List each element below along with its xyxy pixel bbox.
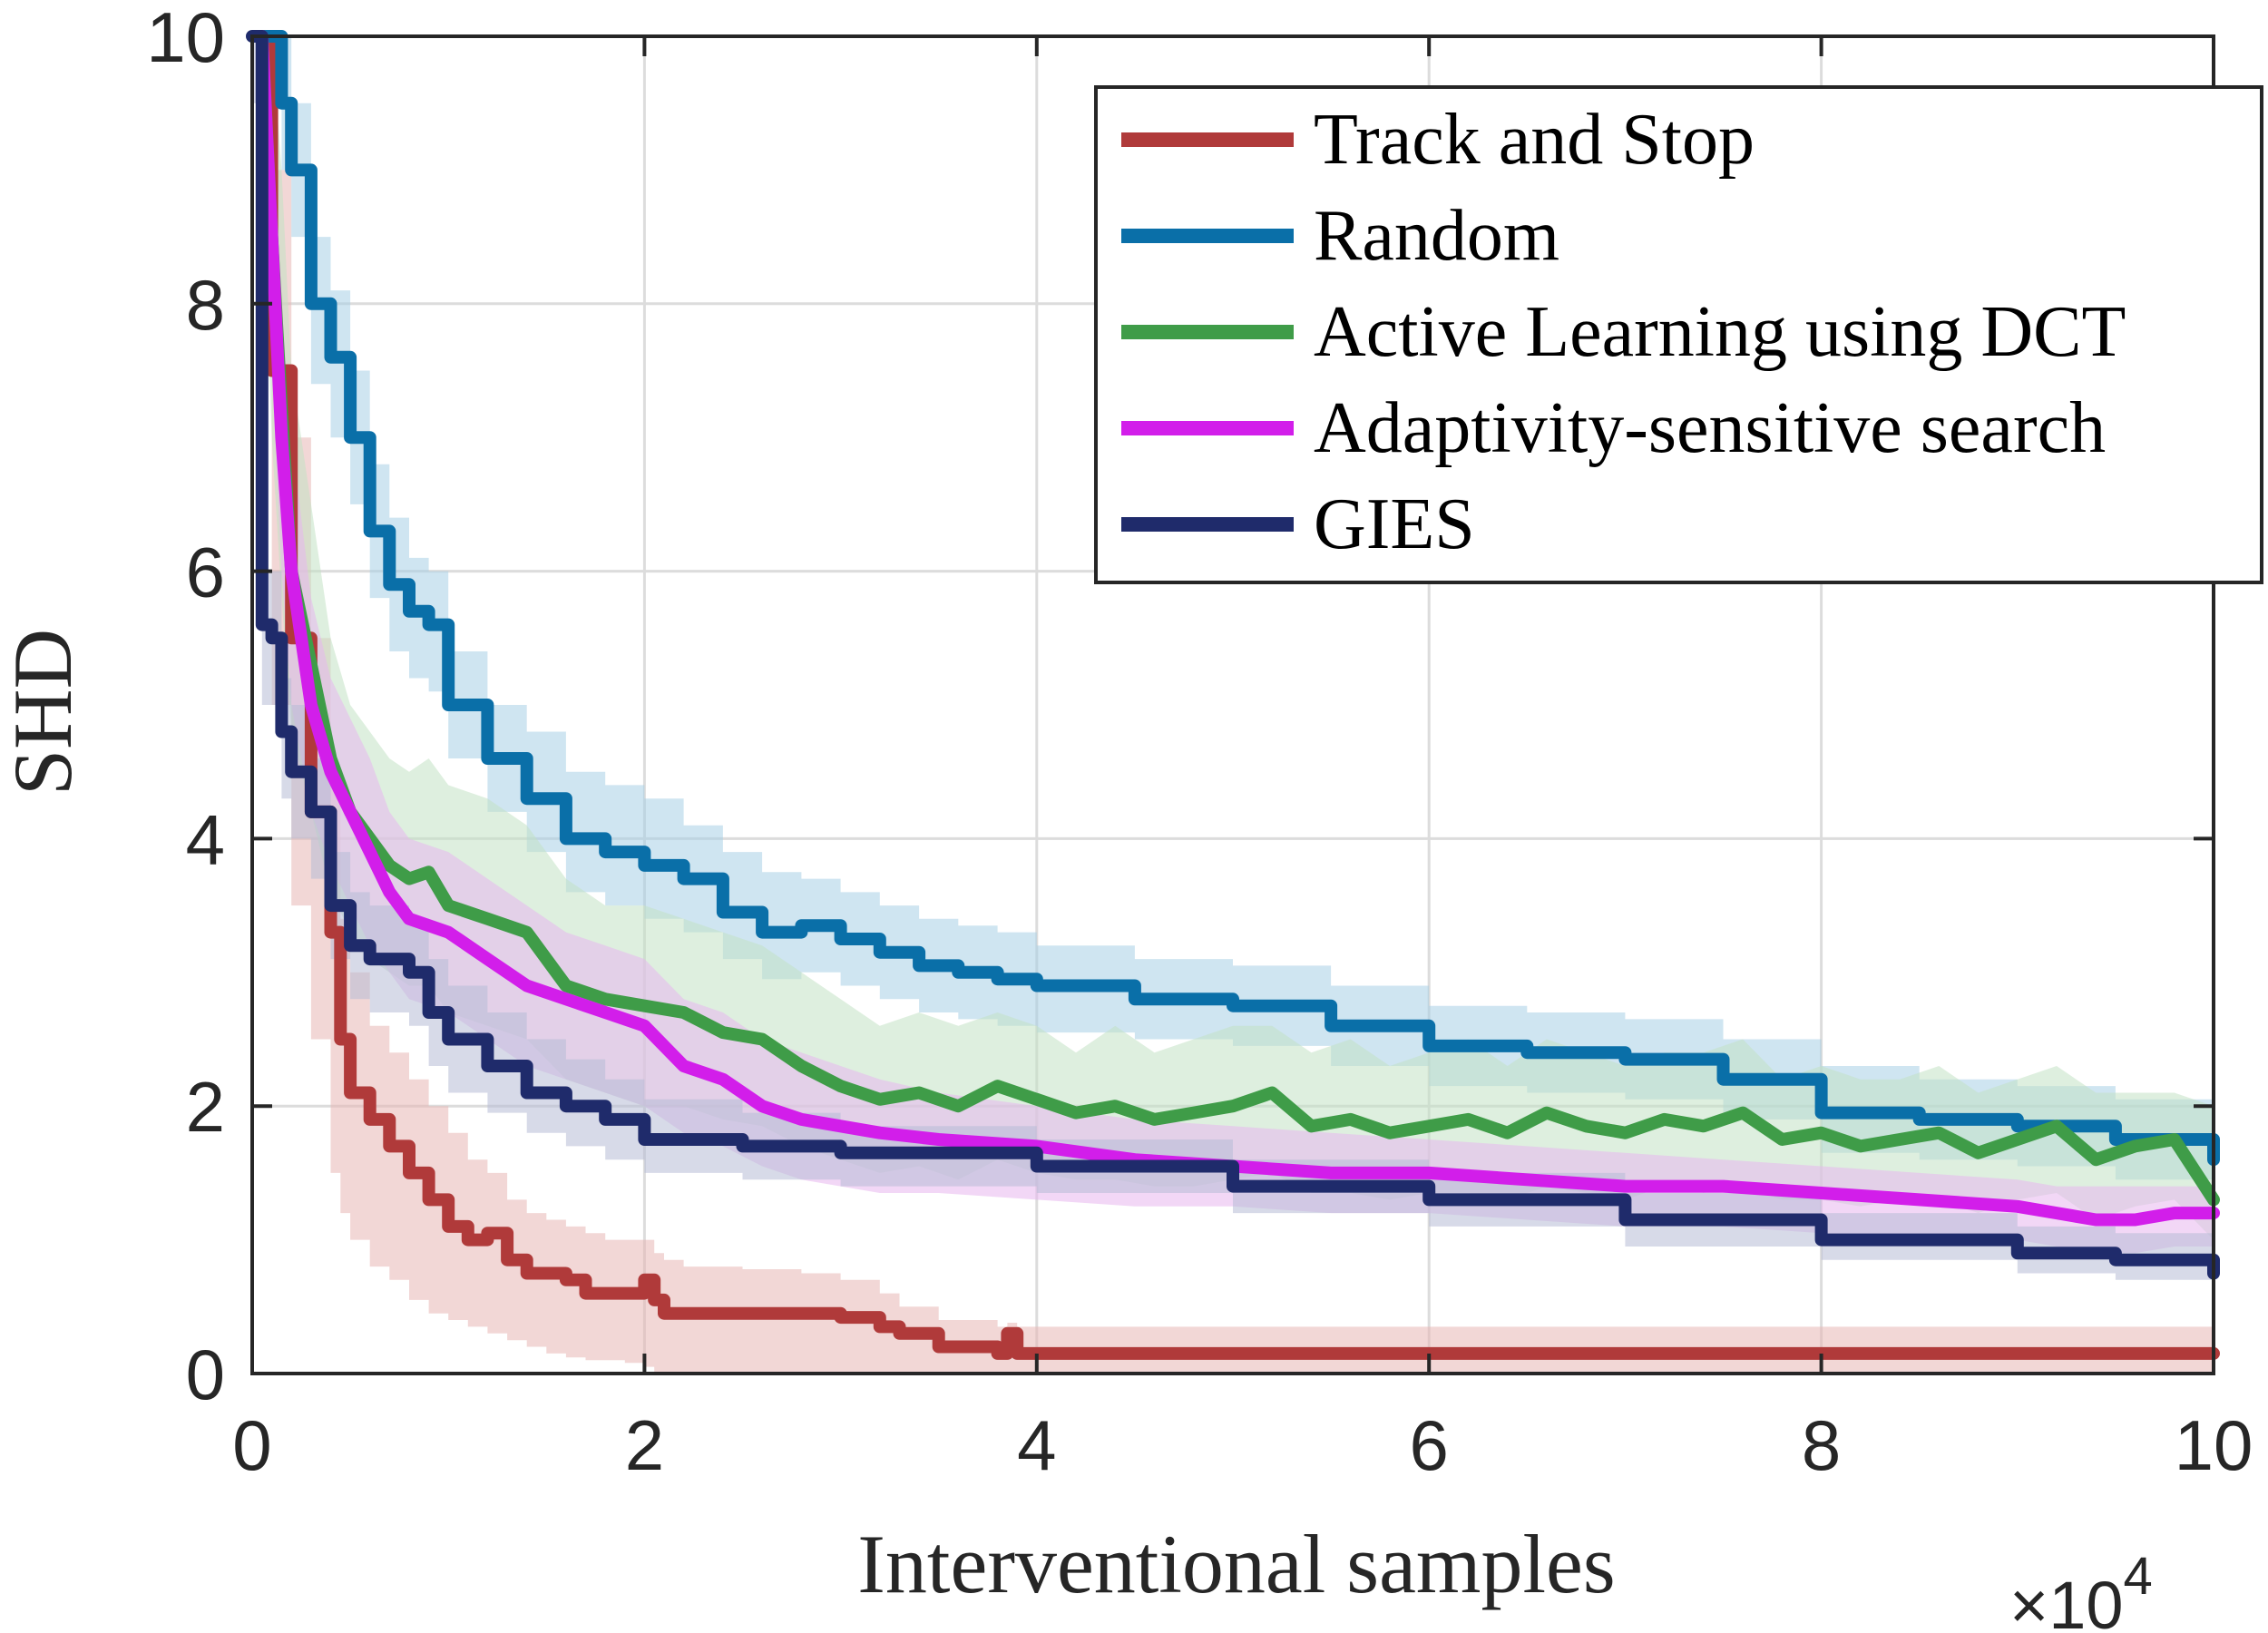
x-tick-label: 4 [1017, 1405, 1056, 1485]
y-axis-title: SHD [0, 629, 89, 796]
x-exponent-power: 4 [2124, 1547, 2153, 1606]
legend-label-track-and-stop: Track and Stop [1314, 100, 1755, 180]
series-lines [246, 30, 2220, 1360]
line-active-learning-using-dct [255, 30, 2220, 1207]
x-exponent-base: ×10 [2009, 1568, 2124, 1633]
x-tick-label: 6 [1410, 1405, 1449, 1485]
legend-label-random: Random [1314, 196, 1559, 276]
band-track-and-stop [258, 36, 2214, 1374]
legend-label-adaptivity-sensitive-search: Adaptivity-sensitive search [1314, 388, 2106, 468]
line-track-and-stop [251, 30, 2220, 1360]
line-gies [246, 30, 2220, 1280]
y-tick-label: 2 [186, 1067, 225, 1147]
x-tick-label: 8 [1802, 1405, 1841, 1485]
y-tick-label: 8 [186, 265, 225, 345]
legend-label-gies: GIES [1314, 484, 1475, 564]
y-tick-label: 6 [186, 533, 225, 612]
plot-frame [250, 34, 2215, 1375]
legend: Track and Stop Random Active Learning usin… [1094, 85, 2263, 584]
line-random [255, 30, 2220, 1167]
x-axis-exponent: ×104 [2009, 1547, 2153, 1633]
x-tick-label: 2 [625, 1405, 664, 1485]
y-tick-label: 4 [186, 799, 225, 879]
x-axis-title: Interventional samples [857, 1518, 1615, 1610]
tick-labels: 0 2 4 6 8 10 0 2 4 6 8 10 [146, 0, 2253, 1485]
legend-label-active-learning-using-dct: Active Learning using DCT [1314, 292, 2126, 372]
y-tick-label: 0 [186, 1335, 225, 1414]
line-adaptivity-sensitive-search [255, 30, 2220, 1227]
y-tick-label: 10 [146, 0, 225, 77]
x-tick-label: 10 [2175, 1405, 2253, 1485]
x-tick-label: 0 [232, 1405, 271, 1485]
